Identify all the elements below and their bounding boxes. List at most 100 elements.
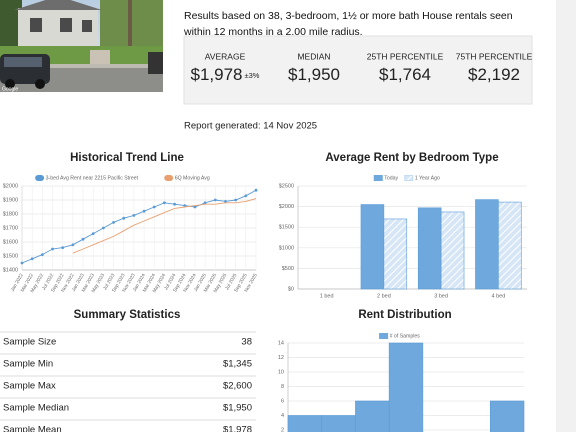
legend-label: Today [384, 175, 398, 181]
y-tick-label: $2000 [279, 204, 294, 210]
stat-value-number: $1,950 [288, 65, 340, 84]
y-tick-label: $1500 [279, 225, 294, 231]
stat-label: MEDIAN [297, 51, 330, 61]
y-tick-label: $1800 [3, 211, 18, 217]
line-point [122, 216, 126, 220]
row-value: $1,950 [223, 403, 252, 414]
stats-box [183, 35, 533, 105]
line-point [30, 257, 34, 261]
y-tick-label: 8 [281, 384, 284, 390]
stat-value-number: $1,978 [191, 65, 243, 84]
bar [489, 400, 525, 432]
row-label: Sample Min [3, 359, 53, 370]
bar [388, 342, 424, 432]
row-label: Sample Mean [3, 425, 62, 432]
stat-value-number: $2,192 [468, 65, 520, 84]
y-tick-label: $1500 [3, 253, 18, 259]
row-value: $1,978 [223, 425, 252, 432]
bar [321, 415, 356, 432]
legend-swatch [404, 175, 414, 181]
legend-swatch [35, 175, 45, 181]
legend-swatch [379, 333, 389, 339]
line-point [213, 198, 217, 202]
bar [360, 204, 385, 290]
line-point [244, 194, 248, 198]
stat-value: $1,978 ±3% [191, 65, 260, 84]
row-value: 38 [241, 337, 252, 348]
line-point [51, 247, 54, 251]
row-label: Sample Max [3, 381, 56, 392]
y-tick-label: 2 [281, 427, 284, 432]
stat-value-number: $1,764 [379, 65, 431, 84]
y-tick-label: $2500 [279, 183, 294, 189]
bar [287, 415, 323, 432]
photo-credit: Google [2, 86, 18, 92]
bar [440, 211, 465, 290]
line-series [72, 198, 257, 254]
row-label: Sample Median [3, 403, 69, 414]
y-tick-label: 6 [281, 398, 284, 404]
line-point [152, 205, 156, 209]
line-point [61, 246, 65, 250]
row-value: $2,600 [223, 381, 252, 392]
bar [475, 199, 499, 290]
line-point [254, 188, 258, 192]
stat-note: ±3% [245, 71, 260, 80]
y-tick-label: $0 [288, 286, 294, 292]
row-label: Sample Size [3, 337, 56, 348]
row-value: $1,345 [223, 359, 252, 370]
line-point [173, 202, 177, 206]
stat-label: 75TH PERCENTILE [456, 51, 533, 61]
legend-label: 1 Year Ago [415, 175, 440, 181]
line-point [40, 253, 44, 256]
bar [383, 218, 408, 290]
line-point [81, 237, 85, 241]
line-point [91, 232, 95, 236]
y-tick-label: $2000 [3, 183, 18, 189]
legend-label: 6Q Moving Avg [175, 175, 210, 181]
line-point [112, 221, 115, 224]
line-point [203, 201, 207, 205]
line-point [193, 205, 197, 209]
line-point [101, 226, 105, 230]
chart-title: Average Rent by Bedroom Type [325, 152, 498, 164]
line-series [21, 189, 257, 264]
stat-value: $1,950 [288, 65, 340, 84]
legend-label: 3-bed Avg Rent near 2215 Pacific Street [46, 175, 139, 181]
line-point [234, 198, 238, 202]
line-point [132, 214, 136, 217]
legend-label: # of Samples [390, 333, 421, 339]
line-point [142, 209, 146, 213]
table-title: Summary Statistics [74, 309, 181, 321]
chart-title: Rent Distribution [358, 309, 451, 321]
y-tick-label: 14 [278, 340, 284, 346]
y-tick-label: $500 [282, 266, 294, 272]
line-point [183, 204, 187, 208]
line-point [20, 261, 24, 265]
x-tick-label: 2 bed [377, 293, 391, 299]
street-photo: Google [0, 0, 163, 92]
y-tick-label: 10 [278, 369, 284, 375]
line-point [71, 243, 75, 247]
legend-swatch [164, 175, 174, 181]
scrollbar [556, 0, 576, 432]
x-tick-label: 1 bed [320, 293, 334, 299]
bar [355, 400, 390, 432]
y-tick-label: $1700 [3, 225, 18, 231]
summary-text: Results based on 38, 3-bedroom, 1½ or mo… [184, 10, 513, 38]
y-tick-label: $1400 [3, 267, 18, 273]
chart-title: Historical Trend Line [70, 152, 184, 164]
report-date: Report generated: 14 Nov 2025 [184, 121, 317, 132]
stat-label: 25TH PERCENTILE [367, 51, 444, 61]
y-tick-label: $1600 [3, 239, 18, 245]
bar [417, 207, 442, 290]
stat-value: $2,192 [468, 65, 520, 84]
y-tick-label: $1000 [279, 245, 294, 251]
stat-label: AVERAGE [205, 51, 246, 61]
stat-value: $1,764 [379, 65, 431, 84]
legend-swatch [373, 175, 383, 181]
line-point [224, 200, 227, 203]
y-tick-label: 4 [281, 413, 284, 419]
